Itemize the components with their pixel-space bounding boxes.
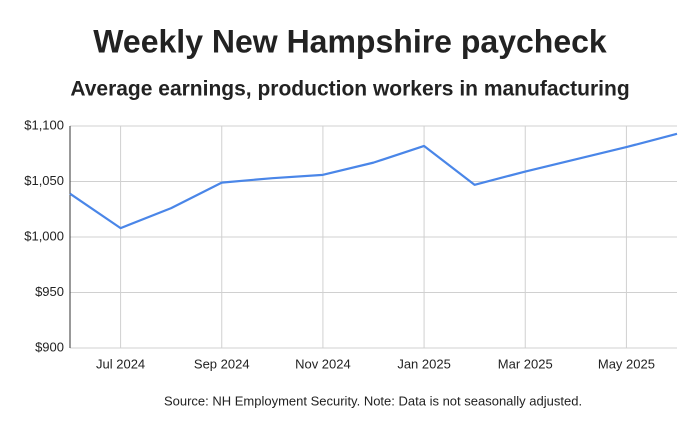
source-note: Source: NH Employment Security. Note: Da… (164, 393, 582, 408)
x-tick-label: Mar 2025 (498, 356, 553, 371)
chart-subtitle: Average earnings, production workers in … (70, 78, 629, 101)
x-tick-label: Sep 2024 (194, 356, 250, 371)
x-tick-label: Nov 2024 (295, 356, 351, 371)
data-line (69, 132, 678, 230)
x-tick-label: Jul 2024 (96, 356, 145, 371)
x-tick-label: May 2025 (598, 356, 655, 371)
y-tick-label: $900 (35, 339, 64, 354)
y-tick-label: $1,100 (24, 117, 64, 132)
y-tick-label: $950 (35, 284, 64, 299)
y-tick-label: $1,000 (24, 228, 64, 243)
chart-title: Weekly New Hampshire paycheck (93, 23, 607, 59)
y-tick-label: $1,050 (24, 173, 64, 188)
x-tick-label: Jan 2025 (397, 356, 451, 371)
